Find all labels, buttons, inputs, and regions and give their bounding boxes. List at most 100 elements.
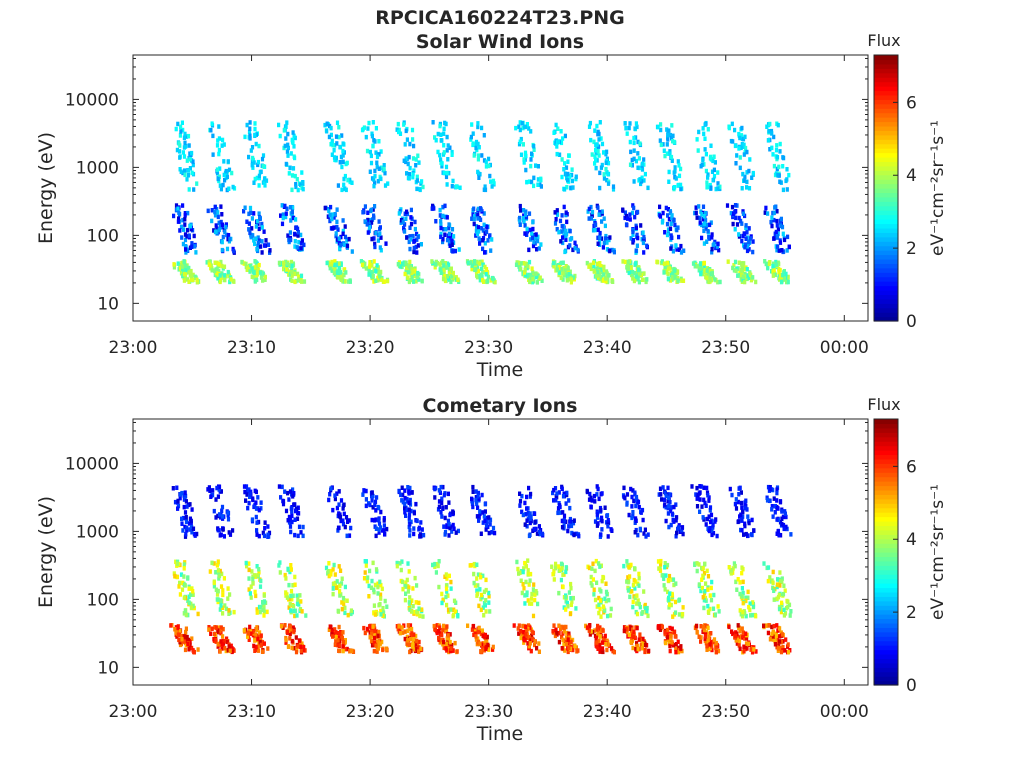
heatmap-cell [346,177,350,183]
heatmap-cell [407,263,411,268]
heatmap-cell [257,262,261,268]
heatmap-cell [431,203,435,209]
heatmap-cell [671,138,675,144]
heatmap-cell [186,173,191,178]
heatmap-cell [733,143,737,149]
heatmap-cell [600,162,604,168]
heatmap-cell [253,176,257,182]
heatmap-cell [676,182,680,188]
heatmap-cell [560,213,564,218]
heatmap-cell [531,243,536,249]
heatmap-cell [706,493,710,498]
heatmap-cell [768,486,772,492]
heatmap-cell [414,633,418,639]
heatmap-cell [407,507,411,512]
heatmap-cell [481,262,485,267]
heatmap-cell [626,588,630,593]
heatmap-cell [371,143,375,149]
heatmap-cell [437,499,442,504]
heatmap-cell [660,624,664,629]
heatmap-cell [518,498,523,504]
heatmap-cell [564,165,569,170]
heatmap-cell [698,215,702,221]
heatmap-cell [343,279,347,284]
heatmap-cell [400,264,404,270]
heatmap-cell [253,132,257,138]
heatmap-cell [474,228,478,234]
heatmap-cell [708,508,712,513]
heatmap-cell [587,206,591,212]
heatmap-cell [470,216,474,221]
heatmap-cell [751,239,755,244]
heatmap-cell [623,495,627,501]
heatmap-cell [290,509,294,514]
heatmap-cell [480,125,484,131]
heatmap-cell [479,217,483,222]
heatmap-cell [250,274,254,279]
heatmap-cell [560,525,565,530]
heatmap-cell [366,210,370,215]
heatmap-cell [738,646,742,652]
heatmap-cell [177,216,181,221]
heatmap-cell [374,265,378,271]
heatmap-cell [483,184,487,189]
colorbar-swatch [874,298,898,304]
heatmap-cell [567,272,571,277]
heatmap-cell [533,642,537,648]
heatmap-cell [747,604,751,610]
heatmap-cell [439,270,443,275]
heatmap-cell [677,173,682,179]
heatmap-cell [597,496,601,502]
heatmap-cell [707,634,711,640]
heatmap-cell [176,219,180,224]
heatmap-cell [440,632,444,638]
heatmap-cell [530,231,534,236]
colorbar-swatch [874,281,898,287]
heatmap-cell [253,589,257,595]
heatmap-cell [261,164,265,169]
heatmap-cell [670,123,674,128]
heatmap-cell [741,509,745,514]
heatmap-cell [337,261,341,266]
heatmap-cell [365,578,369,584]
heatmap-cell [257,226,261,232]
heatmap-cell [249,210,253,215]
heatmap-cell [561,584,565,590]
heatmap-cell [624,126,628,131]
heatmap-cell [663,230,667,235]
heatmap-cell [433,627,437,633]
heatmap-cell [376,633,380,639]
heatmap-cell [600,209,604,214]
heatmap-cell [737,146,741,151]
heatmap-cell [481,520,485,525]
heatmap-cell [290,269,294,275]
heatmap-cell [288,631,292,636]
heatmap-cell [284,124,288,129]
heatmap-cell [437,629,441,634]
heatmap-cell [635,243,639,248]
heatmap-cell [691,261,696,266]
heatmap-cell [782,270,786,275]
heatmap-cell [727,124,731,129]
heatmap-cell [482,279,486,284]
heatmap-cell [553,565,558,571]
heatmap-cell [781,187,785,193]
heatmap-cell [341,518,345,523]
heatmap-cell [521,512,525,518]
heatmap-cell [523,261,528,266]
heatmap-cell [641,636,645,642]
heatmap-cell [480,492,484,498]
heatmap-cell [291,166,296,171]
heatmap-cell [412,526,416,531]
heatmap-cell [259,605,263,610]
heatmap-cell [529,491,533,497]
heatmap-cell [248,494,252,499]
heatmap-cell [411,642,415,647]
heatmap-cell [695,485,699,491]
heatmap-cell [247,561,251,566]
heatmap-cell [553,221,558,226]
heatmap-cell [525,229,529,234]
heatmap-cell [416,270,420,276]
heatmap-cell [179,124,183,130]
heatmap-cell [518,503,522,508]
